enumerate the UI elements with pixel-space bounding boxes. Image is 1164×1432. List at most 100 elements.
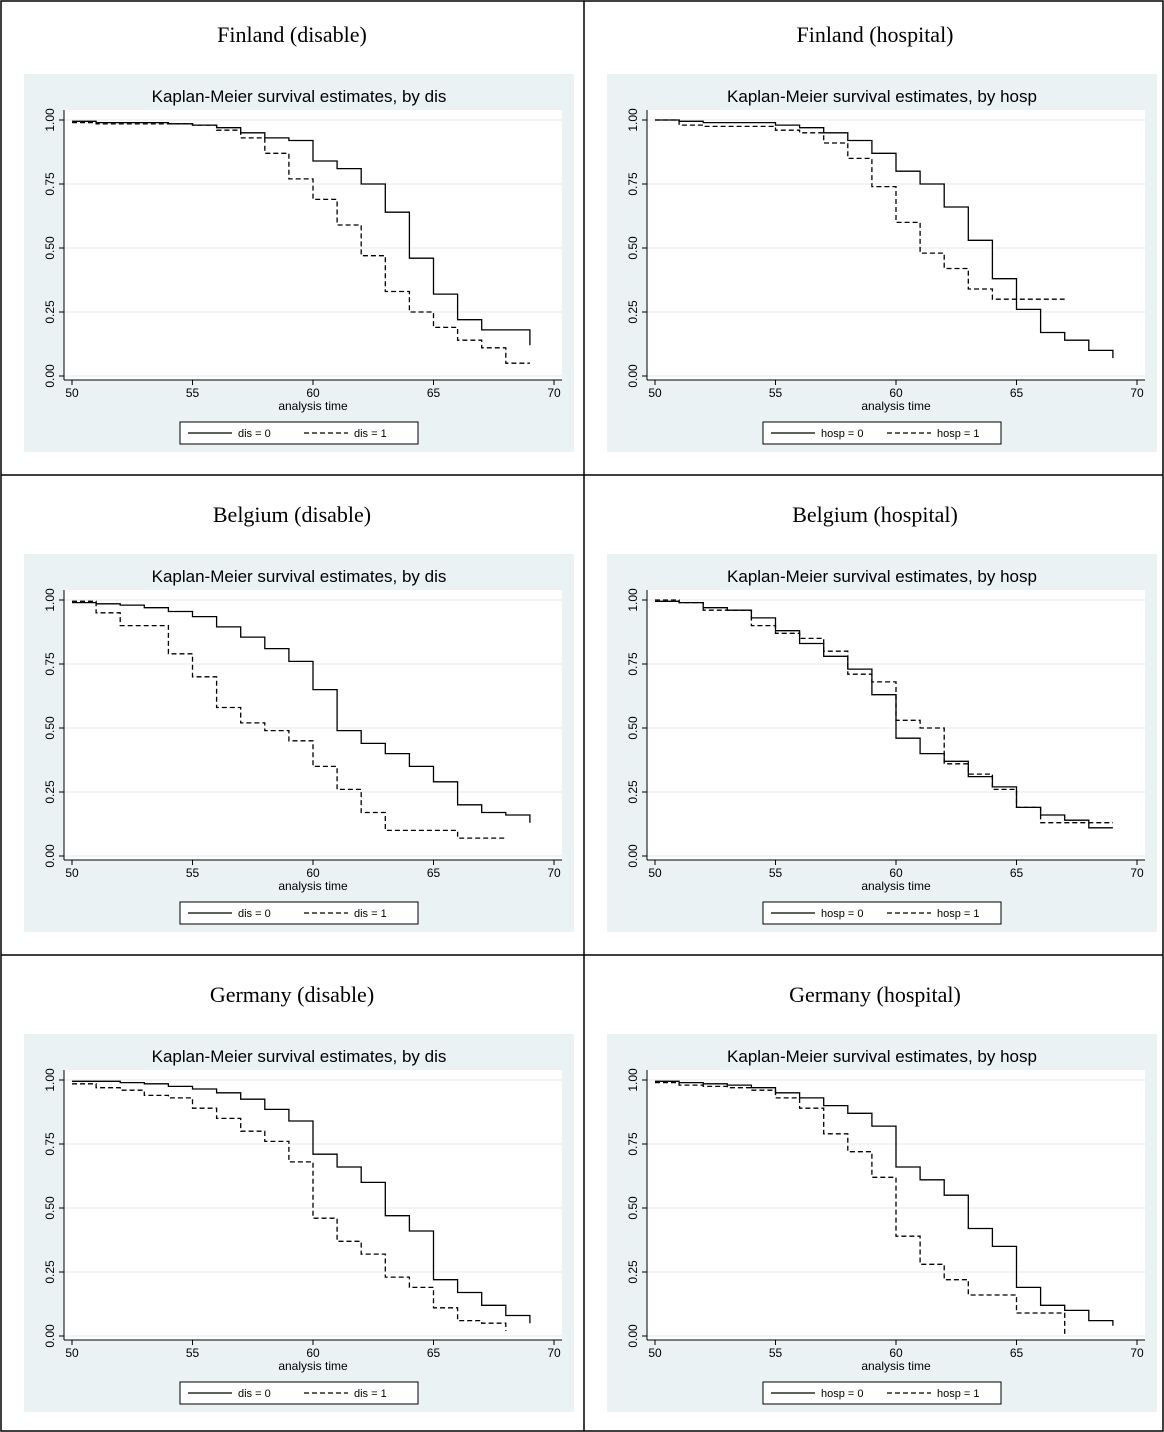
y-tick-label: 0.50 — [626, 1196, 640, 1220]
y-tick-label: 0.25 — [626, 1260, 640, 1284]
x-tick-label: 55 — [186, 1346, 200, 1360]
x-tick-label: 65 — [1010, 1346, 1024, 1360]
x-tick-label: 50 — [65, 1346, 79, 1360]
km-plot: Kaplan-Meier survival estimates, by hosp… — [607, 1034, 1157, 1412]
series-line — [72, 1083, 507, 1331]
y-tick-label: 1.00 — [626, 588, 640, 612]
legend-label: dis = 0 — [238, 428, 271, 440]
y-tick-label: 1.00 — [43, 108, 57, 132]
y-tick-label: 0.25 — [43, 300, 57, 324]
x-axis-label: analysis time — [861, 1359, 931, 1373]
x-tick-label: 70 — [547, 866, 561, 880]
x-tick-label: 50 — [65, 386, 79, 400]
y-tick-label: 0.00 — [626, 844, 640, 868]
x-tick-label: 55 — [769, 386, 783, 400]
y-tick-label: 1.00 — [626, 108, 640, 132]
y-tick-label: 0.25 — [43, 1260, 57, 1284]
legend-label: hosp = 0 — [821, 908, 864, 920]
x-tick-label: 55 — [186, 866, 200, 880]
series-line — [72, 1080, 531, 1324]
x-axis-label: analysis time — [861, 879, 931, 893]
y-tick-label: 1.00 — [626, 1068, 640, 1092]
x-tick-label: 55 — [186, 386, 200, 400]
y-tick-label: 0.50 — [43, 716, 57, 740]
y-tick-label: 0.50 — [43, 1196, 57, 1220]
km-plot-svg: Kaplan-Meier survival estimates, by hosp… — [626, 567, 1145, 925]
y-tick-label: 0.75 — [626, 652, 640, 676]
chart-title: Kaplan-Meier survival estimates, by hosp — [727, 1047, 1037, 1066]
x-tick-label: 50 — [648, 866, 662, 880]
legend-label: dis = 0 — [238, 908, 271, 920]
y-tick-label: 0.00 — [43, 844, 57, 868]
km-plot: Kaplan-Meier survival estimates, by hosp… — [607, 74, 1157, 452]
legend-label: hosp = 1 — [937, 908, 980, 920]
legend-label: dis = 1 — [354, 908, 387, 920]
y-tick-label: 0.50 — [43, 236, 57, 260]
x-axis-label: analysis time — [278, 1359, 348, 1373]
x-tick-label: 60 — [306, 866, 320, 880]
legend-box — [179, 1381, 419, 1405]
km-plot-svg: Kaplan-Meier survival estimates, by dis 0… — [43, 1047, 562, 1405]
x-tick-label: 60 — [306, 1346, 320, 1360]
x-tick-label: 60 — [306, 386, 320, 400]
x-tick-label: 55 — [769, 1346, 783, 1360]
x-axis-label: analysis time — [278, 879, 348, 893]
y-tick-label: 0.75 — [43, 652, 57, 676]
x-tick-label: 50 — [65, 866, 79, 880]
x-tick-label: 50 — [648, 1346, 662, 1360]
y-tick-label: 0.75 — [626, 172, 640, 196]
series-line — [655, 599, 1113, 824]
series-line — [655, 119, 1114, 359]
x-tick-label: 50 — [648, 386, 662, 400]
series-line — [72, 601, 531, 823]
series-line — [655, 1081, 1066, 1336]
x-axis-label: analysis time — [278, 399, 348, 413]
legend-box — [179, 421, 419, 445]
x-tick-label: 65 — [427, 1346, 441, 1360]
legend-label: dis = 1 — [354, 1388, 387, 1400]
legend-label: dis = 0 — [238, 1388, 271, 1400]
legend-label: hosp = 1 — [937, 1388, 980, 1400]
x-tick-label: 65 — [427, 386, 441, 400]
chart-title: Kaplan-Meier survival estimates, by hosp — [727, 87, 1037, 106]
x-axis-label: analysis time — [861, 399, 931, 413]
km-plot: Kaplan-Meier survival estimates, by dis 0… — [24, 1034, 574, 1412]
y-tick-label: 1.00 — [43, 1068, 57, 1092]
panel-title: Germany (disable) — [209, 982, 375, 1007]
y-tick-label: 0.25 — [626, 300, 640, 324]
chart-title: Kaplan-Meier survival estimates, by dis — [152, 1047, 447, 1066]
legend-box — [762, 1381, 1002, 1405]
legend-box — [179, 901, 419, 925]
panel-title: Finland (hospital) — [796, 22, 954, 47]
x-tick-label: 70 — [547, 1346, 561, 1360]
x-tick-label: 70 — [1130, 386, 1144, 400]
plot-area — [64, 590, 562, 860]
y-tick-label: 0.75 — [626, 1132, 640, 1156]
series-line — [655, 1080, 1114, 1326]
km-plot-svg: Kaplan-Meier survival estimates, by dis 0… — [43, 567, 562, 925]
x-tick-label: 65 — [427, 866, 441, 880]
y-tick-label: 0.50 — [626, 236, 640, 260]
km-plot: Kaplan-Meier survival estimates, by dis 0… — [24, 74, 574, 452]
series-line — [72, 600, 506, 839]
chart-title: Kaplan-Meier survival estimates, by hosp — [727, 567, 1037, 586]
y-tick-label: 0.00 — [43, 364, 57, 388]
y-tick-label: 0.00 — [626, 364, 640, 388]
y-tick-label: 1.00 — [43, 588, 57, 612]
panel-title: Belgium (hospital) — [792, 502, 958, 527]
y-tick-label: 0.00 — [43, 1324, 57, 1348]
panel-title: Belgium (disable) — [212, 502, 372, 527]
chart-title: Kaplan-Meier survival estimates, by dis — [152, 87, 447, 106]
km-plot-svg: Kaplan-Meier survival estimates, by hosp… — [626, 87, 1145, 445]
plot-area — [647, 110, 1145, 380]
legend-label: dis = 1 — [354, 428, 387, 440]
y-tick-label: 0.75 — [43, 172, 57, 196]
legend-label: hosp = 0 — [821, 1388, 864, 1400]
km-plot-svg: Kaplan-Meier survival estimates, by dis 0… — [43, 87, 562, 445]
panel-title: Finland (disable) — [217, 22, 367, 47]
x-tick-label: 60 — [889, 866, 903, 880]
x-tick-label: 70 — [1130, 866, 1144, 880]
series-line — [655, 119, 1065, 300]
y-tick-label: 0.00 — [626, 1324, 640, 1348]
